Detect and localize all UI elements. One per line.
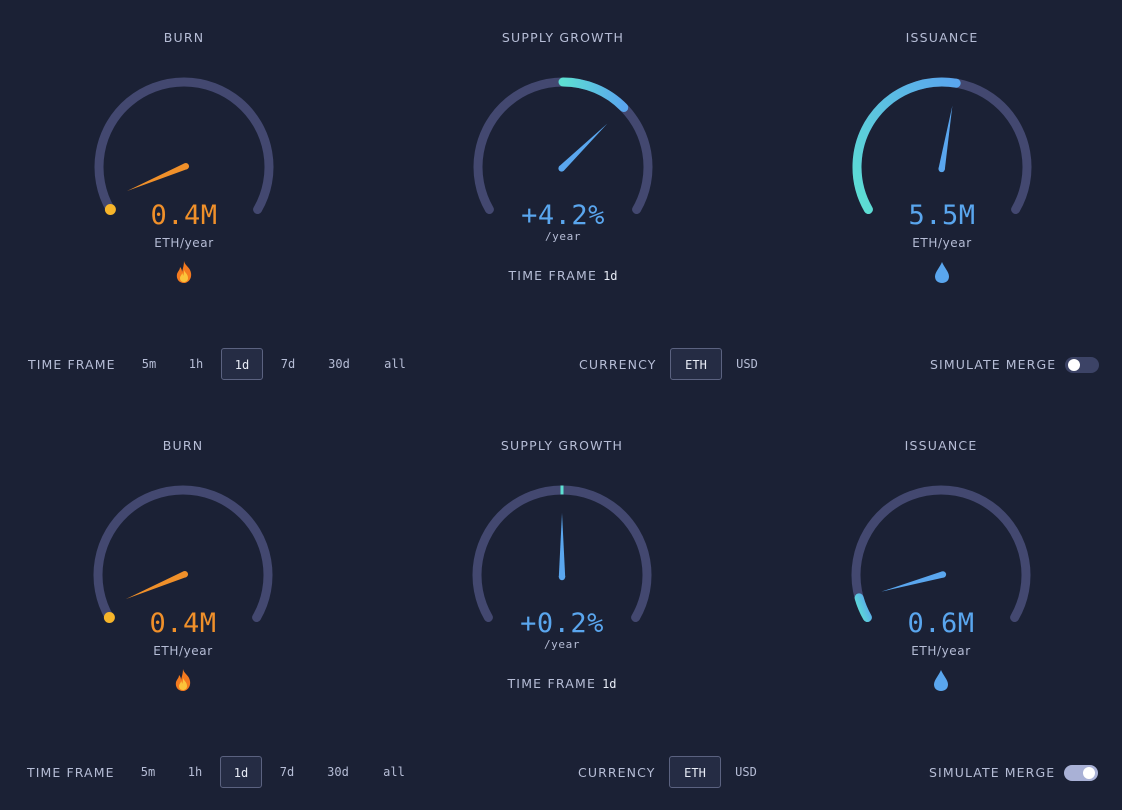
burn-unit: ETH/year xyxy=(153,644,213,658)
timeframe-button-all[interactable]: all xyxy=(384,357,406,371)
currency-button-usd[interactable]: USD xyxy=(736,357,758,371)
gauge-needle-hub xyxy=(181,571,189,578)
currency-button-usd[interactable]: USD xyxy=(735,765,757,779)
supply-growth-gauge xyxy=(472,485,652,622)
timeframe-button-30d[interactable]: 30d xyxy=(328,357,350,371)
timeframe-label: TIME FRAME xyxy=(28,357,116,372)
timeframe-button-all[interactable]: all xyxy=(383,765,405,779)
supply-growth-title: SUPPLY GROWTH xyxy=(501,30,625,45)
currency-label: CURRENCY xyxy=(578,765,656,780)
timeframe-label: TIME FRAME xyxy=(27,765,115,780)
gauge-needle-hub xyxy=(558,165,565,172)
supply-growth-title: SUPPLY GROWTH xyxy=(500,438,624,453)
timeframe-button-5m[interactable]: 5m xyxy=(140,765,156,779)
simulate-merge-toggle[interactable] xyxy=(1064,765,1098,781)
issuance-value: 0.6M xyxy=(907,608,975,639)
gauge-needle xyxy=(126,163,188,192)
timeframe-button-1h[interactable]: 1h xyxy=(187,765,203,779)
burn-gauge xyxy=(94,77,274,215)
supply-growth-unit: /year xyxy=(543,638,581,651)
timeframe-button-7d[interactable]: 7d xyxy=(280,357,296,371)
supply-growth-value: +0.2% xyxy=(520,608,604,639)
droplet-icon xyxy=(935,262,949,283)
burn-title: BURN xyxy=(162,438,204,453)
gauge-fill xyxy=(852,77,961,214)
droplet-icon xyxy=(934,670,948,691)
issuance-unit: ETH/year xyxy=(912,236,972,250)
supply-timeframe-indicator: TIME FRAME 1d xyxy=(433,268,693,283)
gauge-track xyxy=(93,485,273,622)
gauge-needle xyxy=(125,571,187,600)
gauge-track xyxy=(94,77,274,214)
simulate-merge-label: SIMULATE MERGE xyxy=(929,765,1056,780)
simulate-merge-label: SIMULATE MERGE xyxy=(930,357,1057,372)
issuance-unit: ETH/year xyxy=(911,644,971,658)
timeframe-button-1d[interactable]: 1d xyxy=(221,348,263,380)
currency-button-eth[interactable]: ETH xyxy=(670,348,722,380)
burn-value: 0.4M xyxy=(149,608,217,639)
issuance-gauge xyxy=(851,485,1031,622)
timeframe-button-7d[interactable]: 7d xyxy=(279,765,295,779)
timeframe-button-30d[interactable]: 30d xyxy=(327,765,349,779)
supply-growth-unit: /year xyxy=(544,230,582,243)
issuance-gauge xyxy=(852,77,1032,214)
simulate-merge-toggle[interactable] xyxy=(1065,357,1099,373)
gauge-track xyxy=(851,485,1031,622)
timeframe-button-5m[interactable]: 5m xyxy=(141,357,157,371)
gauge-fill xyxy=(104,204,116,215)
burn-unit: ETH/year xyxy=(154,236,214,250)
timeframe-button-1h[interactable]: 1h xyxy=(188,357,204,371)
gauge-fill xyxy=(854,593,872,622)
fire-icon xyxy=(176,261,192,283)
gauge-needle-hub xyxy=(182,163,190,170)
issuance-title: ISSUANCE xyxy=(905,30,979,45)
issuance-title: ISSUANCE xyxy=(904,438,978,453)
supply-growth-value: +4.2% xyxy=(521,200,605,231)
gauge-needle xyxy=(881,571,944,592)
issuance-value: 5.5M xyxy=(908,200,976,231)
burn-gauge xyxy=(93,485,273,623)
supply-timeframe-value: 1d xyxy=(602,677,617,691)
burn-title: BURN xyxy=(163,30,205,45)
burn-value: 0.4M xyxy=(150,200,218,231)
currency-button-eth[interactable]: ETH xyxy=(669,756,721,788)
gauge-needle xyxy=(938,105,953,170)
toggle-knob xyxy=(1068,359,1080,371)
dashboard-panel-2: BURN 0.4M ETH/year SUPPLY GROWTH +0.2% /… xyxy=(0,408,1122,810)
supply-growth-gauge xyxy=(473,77,653,214)
supply-timeframe-indicator: TIME FRAME 1d xyxy=(432,676,692,691)
currency-label: CURRENCY xyxy=(579,357,657,372)
supply-timeframe-value: 1d xyxy=(603,269,618,283)
gauge-needle-hub xyxy=(558,573,566,581)
supply-timeframe-label: TIME FRAME xyxy=(507,676,597,691)
toggle-knob xyxy=(1083,767,1095,779)
gauge-needle xyxy=(558,513,566,577)
dashboard-panel-1: BURN 0.4M ETH/year SUPPLY GROWTH +4.2% /… xyxy=(0,0,1122,402)
gauge-fill xyxy=(558,77,629,113)
gauge-needle-hub xyxy=(938,165,945,173)
fire-icon xyxy=(175,669,191,691)
timeframe-button-1d[interactable]: 1d xyxy=(220,756,262,788)
gauge-needle-hub xyxy=(939,571,947,578)
gauge-needle xyxy=(559,123,608,171)
supply-timeframe-label: TIME FRAME xyxy=(508,268,598,283)
gauge-fill xyxy=(103,612,115,623)
